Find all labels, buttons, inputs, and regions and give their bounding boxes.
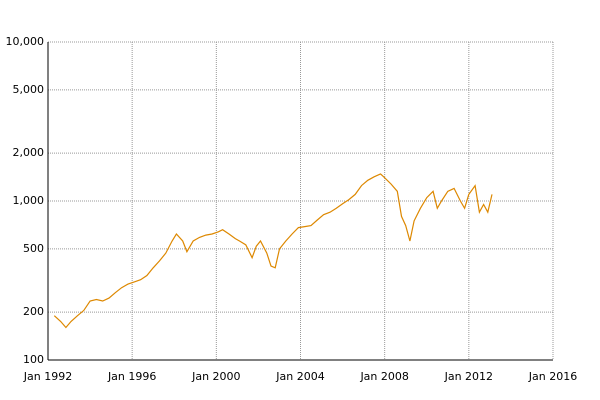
y-tick-label: 10,000 [6, 35, 45, 48]
y-tick-label: 200 [23, 305, 44, 318]
y-tick-label: 2,000 [13, 146, 45, 159]
x-tick-label: Jan 2008 [359, 370, 408, 383]
x-tick-label: Jan 2000 [191, 370, 240, 383]
y-tick-label: 500 [23, 242, 44, 255]
x-tick-label: Jan 2016 [528, 370, 577, 383]
x-tick-label: Jan 2004 [275, 370, 324, 383]
data-line [53, 173, 493, 329]
x-tick-label: Jan 1992 [23, 370, 72, 383]
x-tick-label: Jan 1996 [107, 370, 156, 383]
y-tick-label: 100 [23, 353, 44, 366]
y-tick-label: 1,000 [13, 194, 45, 207]
y-tick-label: 5,000 [13, 83, 45, 96]
x-tick-label: Jan 2012 [444, 370, 493, 383]
